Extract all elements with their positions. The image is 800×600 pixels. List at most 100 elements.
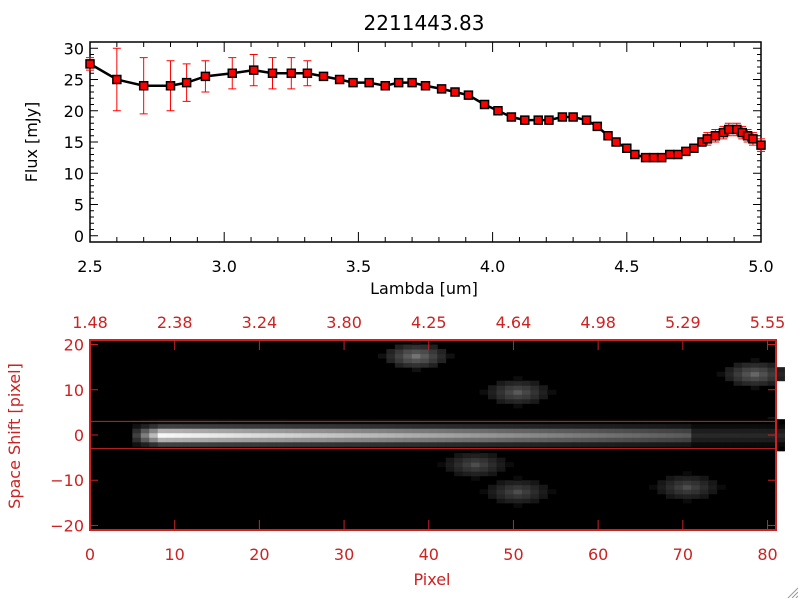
image-pixel	[716, 371, 726, 377]
trace-pixel	[394, 432, 404, 438]
trace-pixel	[691, 423, 701, 429]
trace-pixel	[369, 437, 379, 443]
trace-pixel	[547, 437, 557, 443]
top-tick-label: 5.55	[750, 313, 786, 332]
data-point	[581, 115, 592, 125]
image-pixel	[496, 493, 506, 499]
trace-pixel	[462, 428, 472, 434]
trace-pixel	[166, 437, 176, 443]
trace-pixel	[394, 428, 404, 434]
image-pixel	[479, 453, 489, 459]
image-pixel	[428, 353, 438, 359]
image-pixel	[767, 362, 777, 368]
trace-pixel	[665, 432, 675, 438]
trace-pixel	[708, 423, 718, 429]
trace-pixel	[335, 428, 345, 434]
trace-pixel	[759, 428, 769, 434]
trace-pixel	[318, 441, 328, 447]
trace-pixel	[403, 423, 413, 429]
resize-grip-icon[interactable]	[786, 586, 798, 598]
data-point	[756, 140, 766, 150]
trace-pixel	[530, 432, 540, 438]
trace-pixel	[742, 432, 752, 438]
trace-pixel	[488, 441, 498, 447]
data-point	[334, 74, 345, 85]
trace-pixel	[166, 432, 176, 438]
trace-pixel	[538, 441, 548, 447]
trace-pixel	[547, 428, 557, 434]
trace-pixel	[572, 423, 582, 429]
trace-pixel	[369, 432, 379, 438]
trace-pixel	[242, 423, 252, 429]
trace-pixel	[140, 441, 150, 447]
trace-pixel	[674, 432, 684, 438]
image-pixel	[479, 489, 489, 495]
trace-pixel	[208, 423, 218, 429]
data-point	[407, 77, 417, 88]
image-pixel	[750, 385, 760, 391]
image-pixel	[496, 385, 506, 391]
trace-pixel	[225, 441, 235, 447]
trace-pixel	[242, 437, 252, 443]
trace-pixel	[606, 423, 616, 429]
image-pixel	[479, 462, 489, 468]
data-point	[648, 152, 659, 163]
trace-pixel	[386, 428, 396, 434]
image-pixel	[691, 480, 701, 486]
image-pixel	[708, 489, 718, 495]
trace-pixel	[183, 437, 193, 443]
trace-pixel	[674, 441, 684, 447]
trace-pixel	[377, 437, 387, 443]
trace-pixel	[691, 432, 701, 438]
trace-pixel	[606, 441, 616, 447]
trace-pixel	[259, 437, 269, 443]
trace-pixel	[699, 437, 709, 443]
trace-pixel	[411, 432, 421, 438]
trace-pixel	[521, 428, 531, 434]
trace-pixel	[615, 441, 625, 447]
image-pixel	[420, 362, 430, 368]
trace-pixel	[386, 441, 396, 447]
trace-pixel	[496, 428, 506, 434]
trace-pixel	[200, 428, 210, 434]
trace-pixel	[225, 432, 235, 438]
trace-pixel	[250, 423, 260, 429]
image-pixel	[648, 484, 658, 490]
trace-pixel	[259, 423, 269, 429]
trace-pixel	[716, 423, 726, 429]
trace-pixel	[598, 432, 608, 438]
trace-pixel	[132, 423, 142, 429]
image-pixel	[776, 367, 785, 373]
image-pixel	[674, 475, 684, 481]
image-pixel	[488, 471, 498, 477]
top-tick-label: 4.64	[496, 313, 532, 332]
image-pixel	[411, 367, 421, 373]
trace-pixel	[496, 437, 506, 443]
image-pixel	[445, 353, 455, 359]
trace-pixel	[344, 428, 354, 434]
x-tick-label: 5.0	[748, 257, 773, 276]
trace-pixel	[462, 441, 472, 447]
x-tick-label: 30	[334, 545, 354, 564]
image-pixel	[496, 462, 506, 468]
trace-pixel	[776, 428, 785, 434]
image-pixel	[488, 493, 498, 499]
spectral-trace	[132, 419, 785, 452]
image-pixel	[665, 484, 675, 490]
image-x-axis-label: Pixel	[413, 570, 450, 589]
image-pixel	[504, 389, 514, 395]
trace-pixel	[521, 432, 531, 438]
image-pixel	[538, 484, 548, 490]
data-point	[227, 68, 238, 78]
trace-pixel	[733, 423, 743, 429]
y-tick-label: 25	[64, 71, 84, 90]
image-pixel	[530, 493, 540, 499]
image-pixel	[394, 358, 404, 364]
trace-pixel	[352, 437, 362, 443]
trace-pixel	[513, 423, 523, 429]
spectrum-x-ticks: 2.5 3.0 3.5 4.0 4.5 5.0	[77, 42, 774, 276]
trace-pixel	[716, 428, 726, 434]
trace-pixel	[623, 428, 633, 434]
trace-pixel	[454, 437, 464, 443]
x-tick-label: 10	[165, 545, 185, 564]
